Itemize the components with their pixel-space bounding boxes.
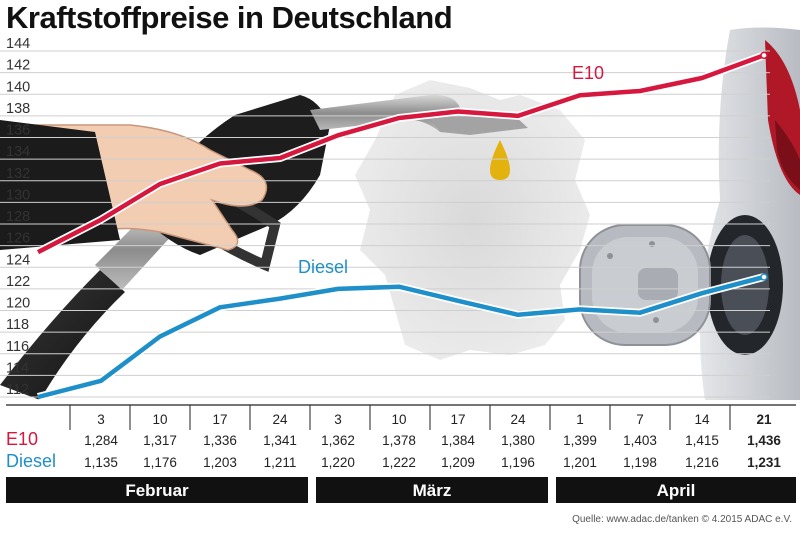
month-bars: Februar März April <box>6 477 796 503</box>
data-label: 1,211 <box>264 455 297 470</box>
data-label: 1,362 <box>321 433 355 448</box>
y-tick-label: 134 <box>6 144 30 160</box>
series-lines <box>36 51 768 401</box>
data-label: 1,384 <box>441 433 475 448</box>
data-label: 1,284 <box>84 433 118 448</box>
x-tick-label: 1 <box>576 412 584 427</box>
y-tick-label: 118 <box>6 317 29 333</box>
x-tick-label: 3 <box>97 412 105 427</box>
y-tick-label: 114 <box>6 360 29 376</box>
x-tick-label: 24 <box>272 412 288 427</box>
table-row-label-e10: E10 <box>6 429 38 449</box>
y-tick-label: 132 <box>6 166 30 182</box>
y-tick-label: 142 <box>6 58 30 74</box>
y-tick-label: 138 <box>6 101 30 117</box>
y-tick-label: 130 <box>6 187 30 203</box>
month-label: März <box>413 481 452 500</box>
data-label: 1,196 <box>501 455 535 470</box>
data-label: 1,317 <box>143 433 177 448</box>
y-tick-label: 116 <box>6 339 29 355</box>
y-tick-label: 124 <box>6 252 30 268</box>
table-row-label-diesel: Diesel <box>6 451 56 471</box>
x-tick-label: 21 <box>756 412 772 427</box>
month-bar <box>6 477 308 503</box>
data-label: 1,198 <box>623 455 657 470</box>
fuel-drop-icon <box>490 140 510 180</box>
x-tick-label: 10 <box>391 412 406 427</box>
y-gridlines <box>0 50 770 398</box>
y-tick-label: 136 <box>6 123 30 139</box>
data-label: 1,135 <box>84 455 118 470</box>
y-tick-label: 126 <box>6 231 30 247</box>
x-tick-label: 17 <box>450 412 465 427</box>
month-bar <box>316 477 548 503</box>
series-line-diesel <box>37 274 765 400</box>
month-label: April <box>657 481 696 500</box>
car-body-illustration <box>700 27 800 400</box>
series-line-e10 <box>36 53 765 255</box>
y-tick-label: 120 <box>6 296 30 312</box>
data-label: 1,220 <box>321 455 355 470</box>
data-label: 1,231 <box>747 455 781 470</box>
y-tick-label: 112 <box>6 382 29 398</box>
series-label-e10: E10 <box>572 63 604 83</box>
data-label: 1,403 <box>623 433 657 448</box>
y-axis-tick-labels: 112 114 116 118 120 122 124 126 128 130 132 134 136 1… <box>6 36 30 398</box>
data-label: 1,378 <box>382 433 416 448</box>
y-tick-label: 128 <box>6 209 30 225</box>
data-label: 1,176 <box>143 455 177 470</box>
fuel-cap-illustration <box>579 224 711 346</box>
data-label: 1,436 <box>747 433 781 448</box>
data-label: 1,399 <box>563 433 597 448</box>
data-label: 1,216 <box>685 455 719 470</box>
data-label: 1,336 <box>203 433 237 448</box>
x-tick-label: 24 <box>510 412 526 427</box>
data-label: 1,222 <box>382 455 416 470</box>
data-label: 1,380 <box>501 433 535 448</box>
data-label: 1,341 <box>263 433 297 448</box>
data-label: 1,209 <box>441 455 475 470</box>
month-label: Februar <box>125 481 189 500</box>
x-tick-label: 7 <box>636 412 644 427</box>
source-credit: Quelle: www.adac.de/tanken © 4.2015 ADAC… <box>572 514 792 525</box>
y-tick-label: 140 <box>6 79 30 95</box>
x-tick-label: 10 <box>152 412 167 427</box>
y-tick-label: 144 <box>6 36 30 52</box>
month-bar <box>556 477 796 503</box>
data-label: 1,201 <box>563 455 597 470</box>
x-tick-label: 3 <box>334 412 342 427</box>
chart-title: Kraftstoffpreise in Deutschland <box>6 0 453 35</box>
x-tick-label: 14 <box>694 412 710 427</box>
series-label-diesel: Diesel <box>298 257 348 277</box>
series-end-point <box>760 51 768 60</box>
y-tick-label: 122 <box>6 274 30 290</box>
data-label: 1,203 <box>203 455 237 470</box>
data-label: 1,415 <box>685 433 719 448</box>
series-end-point <box>760 273 768 281</box>
fuel-nozzle-illustration <box>0 94 528 400</box>
x-tick-label: 17 <box>212 412 227 427</box>
